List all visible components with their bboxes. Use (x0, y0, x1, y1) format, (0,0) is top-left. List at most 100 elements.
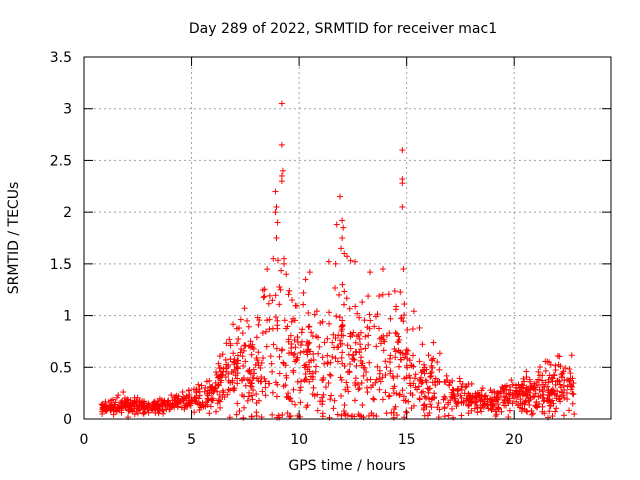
data-point (269, 297, 276, 304)
data-point (312, 368, 319, 375)
data-point (208, 396, 215, 403)
data-point (531, 380, 538, 387)
data-point (288, 341, 295, 348)
data-point (416, 324, 423, 331)
data-point (290, 367, 297, 374)
data-point (278, 178, 285, 185)
data-point (204, 395, 211, 402)
data-point (503, 393, 510, 400)
data-point (530, 385, 537, 392)
data-point (497, 388, 504, 395)
data-point (291, 317, 298, 324)
data-point (498, 408, 505, 415)
data-point (319, 318, 326, 325)
data-point (449, 405, 456, 412)
data-point (471, 405, 478, 412)
data-point (337, 374, 344, 381)
data-point (276, 370, 283, 377)
data-point (410, 402, 417, 409)
data-point (341, 363, 348, 370)
data-point (527, 394, 534, 401)
data-point (415, 383, 422, 390)
data-point (349, 413, 356, 420)
data-point (273, 235, 280, 241)
data-point (336, 291, 343, 298)
data-point (244, 317, 251, 324)
data-point (111, 401, 118, 408)
data-point (316, 343, 323, 350)
data-point (372, 379, 379, 386)
data-point (167, 406, 174, 413)
data-point (540, 391, 547, 398)
data-point (509, 381, 516, 388)
data-point (230, 385, 237, 392)
data-point (338, 354, 345, 361)
data-point (102, 405, 109, 412)
tick-labels: 0 0.5 1 1.5 2 2.5 3 3.5 0 5 10 15 20 (50, 50, 523, 448)
data-point (288, 398, 295, 405)
data-point (258, 359, 265, 366)
data-point (393, 390, 400, 397)
data-point (291, 401, 298, 408)
data-point (526, 378, 533, 385)
data-point (266, 326, 273, 333)
data-point (287, 332, 294, 339)
data-point (509, 389, 516, 396)
x-tick-label: 0 (80, 432, 89, 448)
data-point (430, 395, 437, 402)
data-point (324, 352, 331, 359)
data-point (500, 390, 507, 397)
data-point (305, 324, 312, 331)
data-point (225, 386, 232, 393)
data-point (546, 402, 553, 409)
data-point (240, 414, 247, 421)
data-point (211, 387, 218, 394)
data-point (301, 377, 308, 384)
data-point (292, 344, 299, 351)
data-point (393, 330, 400, 337)
data-point (528, 407, 535, 414)
data-point (309, 333, 316, 340)
data-point (421, 401, 428, 408)
data-point (127, 397, 134, 404)
data-point (400, 266, 407, 273)
data-point (155, 410, 162, 417)
data-point (314, 407, 321, 414)
data-points (98, 100, 578, 421)
data-point (392, 354, 399, 361)
plot-frame (83, 56, 612, 420)
data-point (513, 388, 520, 395)
data-point (473, 402, 480, 409)
data-point (393, 412, 400, 419)
data-point (441, 413, 448, 420)
data-point (482, 393, 489, 400)
data-point (472, 393, 479, 400)
data-point (343, 253, 350, 260)
data-point (262, 328, 269, 335)
data-point (293, 357, 300, 364)
data-point (355, 411, 362, 418)
data-point (509, 400, 516, 407)
data-point (497, 393, 504, 400)
data-point (409, 326, 416, 333)
data-point (339, 317, 346, 324)
data-point (387, 315, 394, 322)
data-point (253, 391, 260, 398)
data-point (416, 396, 423, 403)
data-point (264, 266, 271, 273)
data-point (110, 396, 117, 403)
data-point (430, 355, 437, 362)
data-point (477, 397, 484, 404)
data-point (495, 406, 502, 413)
data-point (272, 188, 279, 195)
data-point (480, 401, 487, 408)
y-tick-label: 1 (63, 309, 72, 325)
data-point (441, 393, 448, 400)
data-point (434, 404, 441, 411)
data-point (560, 382, 567, 389)
data-point (270, 341, 277, 348)
data-point (569, 390, 576, 397)
data-point (400, 354, 407, 361)
data-point (313, 363, 320, 370)
data-point (489, 400, 496, 407)
